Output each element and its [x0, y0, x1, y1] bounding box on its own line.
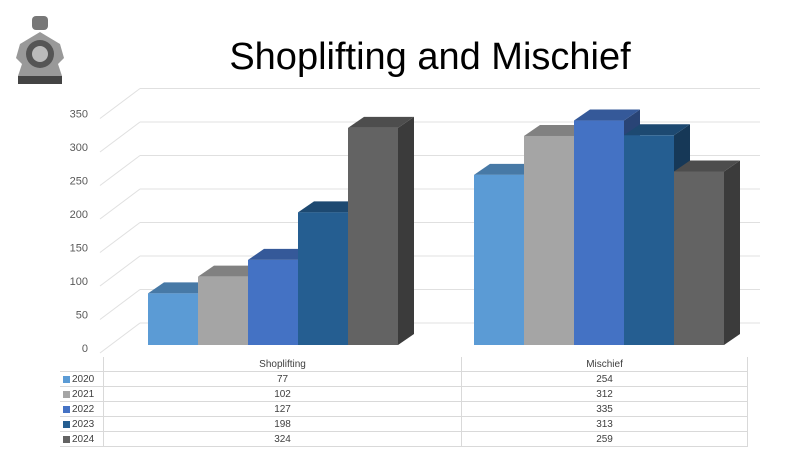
chart-title: Shoplifting and Mischief: [229, 36, 631, 78]
data-value: 313: [461, 416, 748, 432]
legend-swatch: [63, 435, 70, 443]
y-tick-label: 100: [70, 276, 88, 288]
legend-entry: 2021: [60, 386, 104, 402]
legend-entry: 2023: [60, 416, 104, 432]
bar: [348, 127, 398, 345]
gridline-side: [99, 322, 141, 354]
data-value: 259: [461, 431, 748, 447]
legend-entry: 2022: [60, 401, 104, 417]
data-value: 198: [102, 416, 463, 432]
legend-swatch: [63, 420, 70, 428]
series-name: 2023: [72, 418, 95, 430]
bar: [474, 174, 524, 345]
bar-top: [624, 124, 690, 136]
y-tick-label: 350: [70, 109, 88, 121]
table-row: 2020 77 254: [60, 371, 748, 387]
bar-side: [398, 116, 414, 345]
table-row: 2021 102 312: [60, 386, 748, 402]
bar-top: [574, 109, 640, 121]
bar-top: [248, 248, 314, 260]
y-tick-label: 50: [76, 310, 88, 322]
bar: [574, 120, 624, 345]
y-tick-label: 250: [70, 176, 88, 188]
table-row: 2023 198 313: [60, 416, 748, 432]
category-label: Mischief: [461, 357, 748, 372]
data-value: 127: [102, 401, 463, 417]
y-tick-label: 150: [70, 243, 88, 255]
legend-swatch: [63, 405, 70, 413]
gridline-side: [99, 121, 141, 153]
y-tick-label: 200: [70, 209, 88, 221]
bar-side: [724, 160, 740, 345]
data-value: 324: [102, 431, 463, 447]
series-name: 2022: [72, 403, 95, 415]
bar: [248, 259, 298, 345]
gridline-side: [99, 188, 141, 220]
data-value: 335: [461, 401, 748, 417]
bar-top: [298, 201, 364, 213]
series-name: 2021: [72, 388, 95, 400]
data-value: 77: [102, 371, 463, 387]
bar-top: [198, 265, 264, 277]
bar-top: [674, 160, 740, 172]
bar: [198, 276, 248, 345]
table-row: 2022 127 335: [60, 401, 748, 417]
bar-top: [148, 282, 214, 294]
bar-top: [524, 124, 590, 136]
gridline-side: [99, 255, 141, 287]
legend-swatch: [63, 375, 70, 383]
gridline-side: [99, 155, 141, 186]
legend-swatch: [63, 390, 70, 398]
bar: [298, 212, 348, 345]
category-label: Shoplifting: [102, 357, 463, 372]
gridline-side: [99, 289, 141, 320]
bar: [624, 135, 674, 345]
data-table: Shoplifting Mischief 2020 77 254 2021 102 312 2…: [60, 357, 748, 447]
y-tick-label: 300: [70, 142, 88, 154]
bar-top: [348, 116, 414, 128]
bar-top: [474, 163, 540, 175]
series-name: 2020: [72, 373, 95, 385]
series-name: 2024: [72, 433, 95, 445]
table-row: 2024 324 259: [60, 431, 748, 447]
legend-entry: 2020: [60, 371, 104, 387]
gridline-side: [99, 88, 141, 119]
data-value: 312: [461, 386, 748, 402]
legend-entry: 2024: [60, 431, 104, 447]
rcmp-crest-logo: [12, 14, 68, 95]
bar: [524, 135, 574, 345]
bar: [674, 171, 724, 345]
data-value: 254: [461, 371, 748, 387]
y-tick-label: 0: [82, 343, 88, 355]
data-value: 102: [102, 386, 463, 402]
bar: [148, 293, 198, 345]
gridline-side: [99, 222, 141, 253]
